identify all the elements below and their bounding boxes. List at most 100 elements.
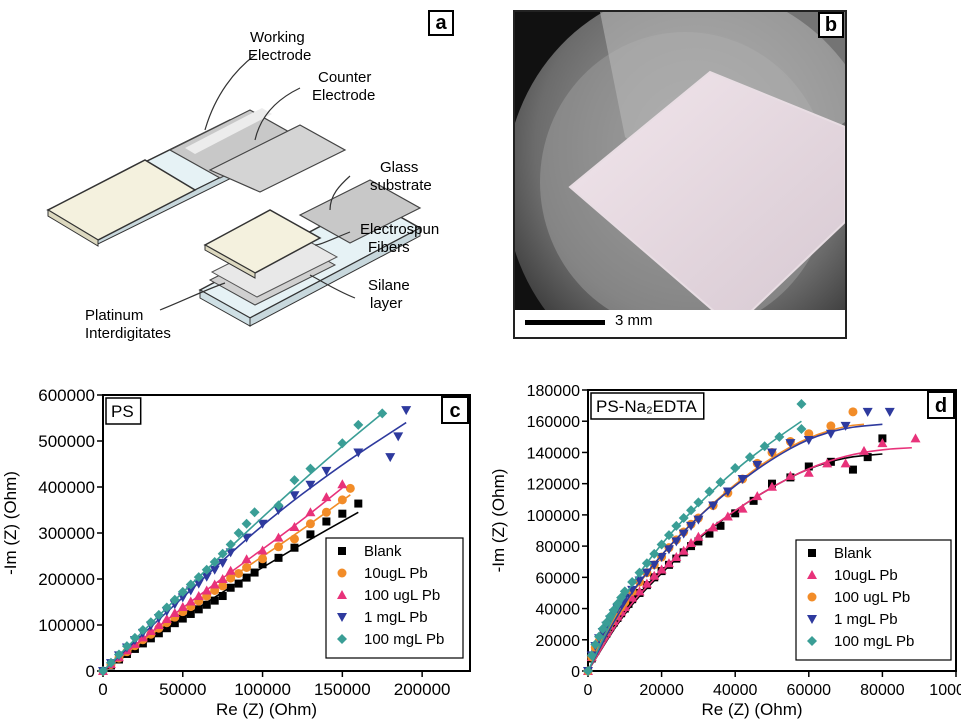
data-point bbox=[353, 419, 364, 430]
data-point bbox=[209, 565, 220, 575]
data-point bbox=[826, 457, 835, 466]
data-point bbox=[705, 529, 714, 538]
legend-entry: 10ugL Pb bbox=[364, 565, 428, 582]
x-tick-label: 20000 bbox=[639, 682, 684, 699]
data-point bbox=[693, 531, 704, 541]
chart-title-frame bbox=[590, 392, 705, 420]
data-point bbox=[185, 586, 196, 596]
leader-counter bbox=[254, 87, 301, 141]
y-tick-label: 180000 bbox=[527, 383, 580, 400]
data-point bbox=[686, 505, 697, 516]
data-point bbox=[321, 507, 331, 517]
data-point bbox=[377, 408, 388, 419]
label-fibers-2: Fibers bbox=[368, 239, 410, 256]
glass-bottom-side bbox=[249, 227, 421, 327]
data-point bbox=[393, 432, 404, 442]
data-point bbox=[305, 507, 316, 517]
data-point bbox=[98, 666, 108, 676]
data-point bbox=[678, 545, 689, 555]
legend-entry: 100 ugL Pb bbox=[834, 589, 910, 606]
data-point bbox=[225, 539, 236, 550]
data-point bbox=[752, 491, 763, 501]
x-tick-label: 100000 bbox=[929, 682, 961, 699]
legend: Blank 10ugL Pb 100 ugL Pb 1 mgL Pb 100 mgL P… bbox=[325, 537, 464, 659]
data-point bbox=[337, 479, 348, 489]
data-point bbox=[161, 602, 172, 613]
data-point bbox=[353, 448, 364, 458]
data-point bbox=[627, 577, 638, 588]
data-point bbox=[686, 537, 697, 547]
data-point bbox=[656, 553, 667, 563]
data-point bbox=[634, 576, 645, 586]
y-axis-label: -Im (Z) (Ohm) bbox=[1, 471, 20, 575]
micrograph bbox=[515, 12, 845, 337]
data-point bbox=[137, 625, 148, 636]
data-point bbox=[694, 537, 703, 546]
data-point bbox=[744, 452, 755, 463]
label-glass-1: Glass bbox=[380, 159, 418, 176]
data-point bbox=[305, 463, 316, 474]
data-point bbox=[201, 572, 212, 582]
data-point bbox=[678, 513, 689, 524]
data-point bbox=[796, 424, 807, 435]
data-point bbox=[337, 438, 348, 449]
data-point bbox=[322, 517, 331, 526]
legend-marker bbox=[337, 613, 347, 622]
y-tick-label: 600000 bbox=[38, 386, 95, 405]
data-point bbox=[177, 602, 188, 612]
data-point bbox=[193, 591, 204, 601]
data-point bbox=[671, 552, 682, 562]
x-axis-label: Re (Z) (Ohm) bbox=[701, 700, 802, 719]
data-point bbox=[321, 466, 332, 476]
x-axis-label: Re (Z) (Ohm) bbox=[216, 700, 317, 719]
data-point bbox=[910, 433, 921, 443]
data-point bbox=[634, 586, 645, 596]
data-point bbox=[321, 492, 332, 502]
data-point bbox=[708, 501, 719, 511]
data-point bbox=[113, 649, 124, 660]
chart-title-box: PS bbox=[105, 397, 142, 425]
data-point bbox=[686, 521, 697, 531]
data-point bbox=[193, 572, 204, 583]
data-point bbox=[663, 558, 674, 568]
y-tick-label: 300000 bbox=[38, 524, 95, 543]
data-point bbox=[273, 506, 284, 515]
data-point bbox=[217, 548, 228, 559]
data-point bbox=[848, 407, 858, 417]
data-point bbox=[225, 548, 236, 558]
data-point bbox=[241, 554, 252, 564]
data-point bbox=[385, 453, 396, 463]
chart-title: PS bbox=[111, 402, 134, 421]
data-point bbox=[671, 520, 682, 531]
data-point bbox=[145, 617, 156, 628]
data-point bbox=[250, 568, 259, 577]
data-point bbox=[169, 594, 180, 605]
y-tick-label: 400000 bbox=[38, 478, 95, 497]
leader-working bbox=[204, 54, 256, 131]
legend-frame bbox=[325, 537, 464, 659]
data-point bbox=[859, 445, 869, 455]
data-point bbox=[306, 530, 315, 539]
y-axis-label: -Im (Z) (Ohm) bbox=[490, 469, 508, 573]
legend-entry: 1 mgL Pb bbox=[364, 609, 428, 626]
legend-marker bbox=[808, 549, 816, 557]
data-point bbox=[862, 407, 873, 417]
data-point bbox=[656, 564, 667, 574]
plot-frame bbox=[587, 389, 957, 672]
data-point bbox=[153, 620, 164, 629]
data-point bbox=[586, 650, 597, 661]
data-point bbox=[796, 399, 807, 410]
data-point bbox=[241, 518, 252, 529]
data-point bbox=[663, 530, 674, 541]
data-point bbox=[169, 608, 180, 618]
data-point bbox=[289, 475, 300, 486]
data-point bbox=[619, 586, 630, 597]
chart-title: PS-Na₂EDTA bbox=[596, 397, 697, 416]
leader-silane bbox=[309, 274, 356, 299]
y-tick-label: 500000 bbox=[38, 432, 95, 451]
data-point bbox=[338, 509, 347, 518]
data-point bbox=[825, 429, 836, 439]
data-point bbox=[178, 614, 187, 623]
data-point bbox=[840, 421, 851, 431]
fit-line bbox=[587, 420, 802, 672]
